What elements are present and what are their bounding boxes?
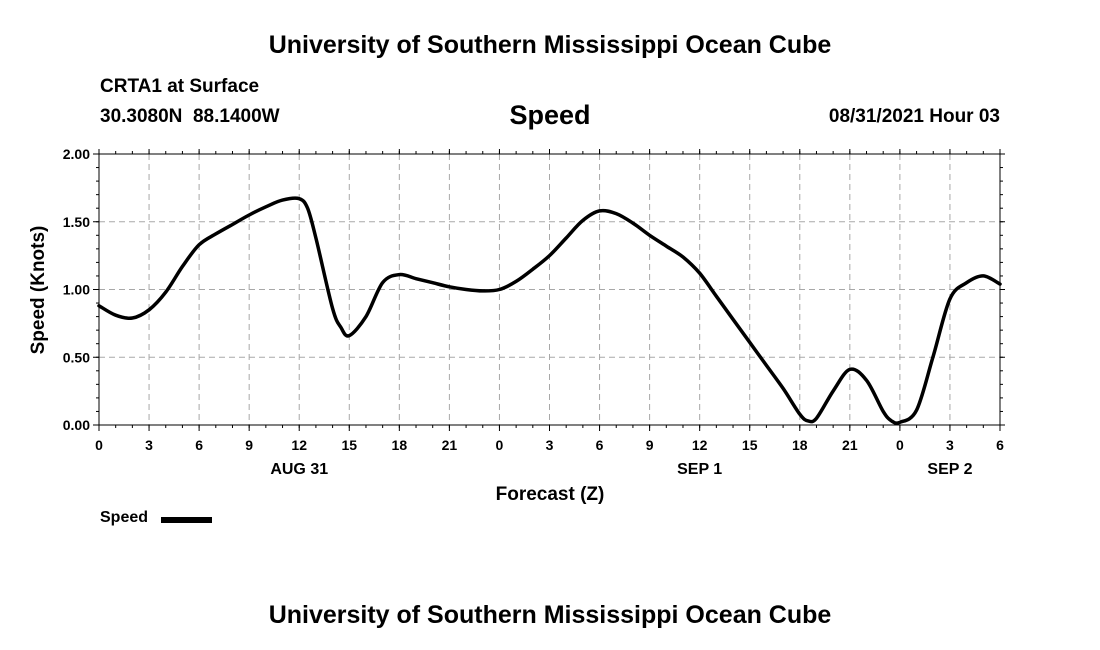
x-tick-label: 15 xyxy=(341,437,357,453)
x-axis-label: Forecast (Z) xyxy=(496,484,605,505)
header-title: University of Southern Mississippi Ocean… xyxy=(268,31,832,59)
date-label: SEP 1 xyxy=(677,461,722,478)
axis-ticks xyxy=(93,149,1005,431)
date-labels: AUG 31 SEP 1 SEP 2 xyxy=(270,461,972,478)
x-tick-label: 3 xyxy=(145,437,153,453)
x-tick-label: 0 xyxy=(896,437,904,453)
y-tick-label: 1.50 xyxy=(63,214,90,230)
x-tick-label: 18 xyxy=(792,437,808,453)
x-tick-label: 15 xyxy=(742,437,758,453)
x-tick-label: 21 xyxy=(442,437,458,453)
x-tick-label: 6 xyxy=(596,437,604,453)
date-label: SEP 2 xyxy=(927,461,972,478)
x-tick-label: 6 xyxy=(996,437,1004,453)
x-tick-label: 9 xyxy=(646,437,654,453)
y-tick-label: 0.50 xyxy=(63,349,90,365)
x-tick-labels: 0 3 6 9 12 15 18 21 0 3 6 9 12 15 18 21 0 3 6 xyxy=(95,437,1004,453)
footer-title: University of Southern Mississippi Ocean… xyxy=(268,601,832,629)
x-tick-label: 0 xyxy=(496,437,504,453)
station-label: CRTA1 at Surface xyxy=(100,76,260,97)
x-tick-label: 6 xyxy=(195,437,203,453)
x-tick-label: 18 xyxy=(392,437,408,453)
speed-series-line xyxy=(97,196,1002,425)
x-tick-label: 12 xyxy=(692,437,708,453)
y-tick-label: 0.00 xyxy=(63,417,90,433)
datetime-label: 08/31/2021 Hour 03 xyxy=(828,106,1000,127)
x-tick-label: 9 xyxy=(245,437,253,453)
variable-title: Speed xyxy=(509,100,591,130)
legend-label: Speed xyxy=(100,509,149,526)
y-tick-label: 1.00 xyxy=(63,282,90,298)
y-axis-label: Speed (Knots) xyxy=(28,226,49,355)
y-tick-label: 2.00 xyxy=(63,146,90,162)
x-tick-label: 3 xyxy=(546,437,554,453)
x-tick-label: 12 xyxy=(291,437,307,453)
grid-lines xyxy=(99,154,1000,425)
date-label: AUG 31 xyxy=(270,461,328,478)
x-tick-label: 0 xyxy=(95,437,103,453)
y-tick-labels: 0.00 0.50 1.00 1.50 2.00 xyxy=(63,146,90,433)
x-tick-label: 21 xyxy=(842,437,858,453)
legend-swatch xyxy=(161,517,212,523)
x-tick-label: 3 xyxy=(946,437,954,453)
coordinates-label: 30.3080N 88.1400W xyxy=(100,106,280,127)
